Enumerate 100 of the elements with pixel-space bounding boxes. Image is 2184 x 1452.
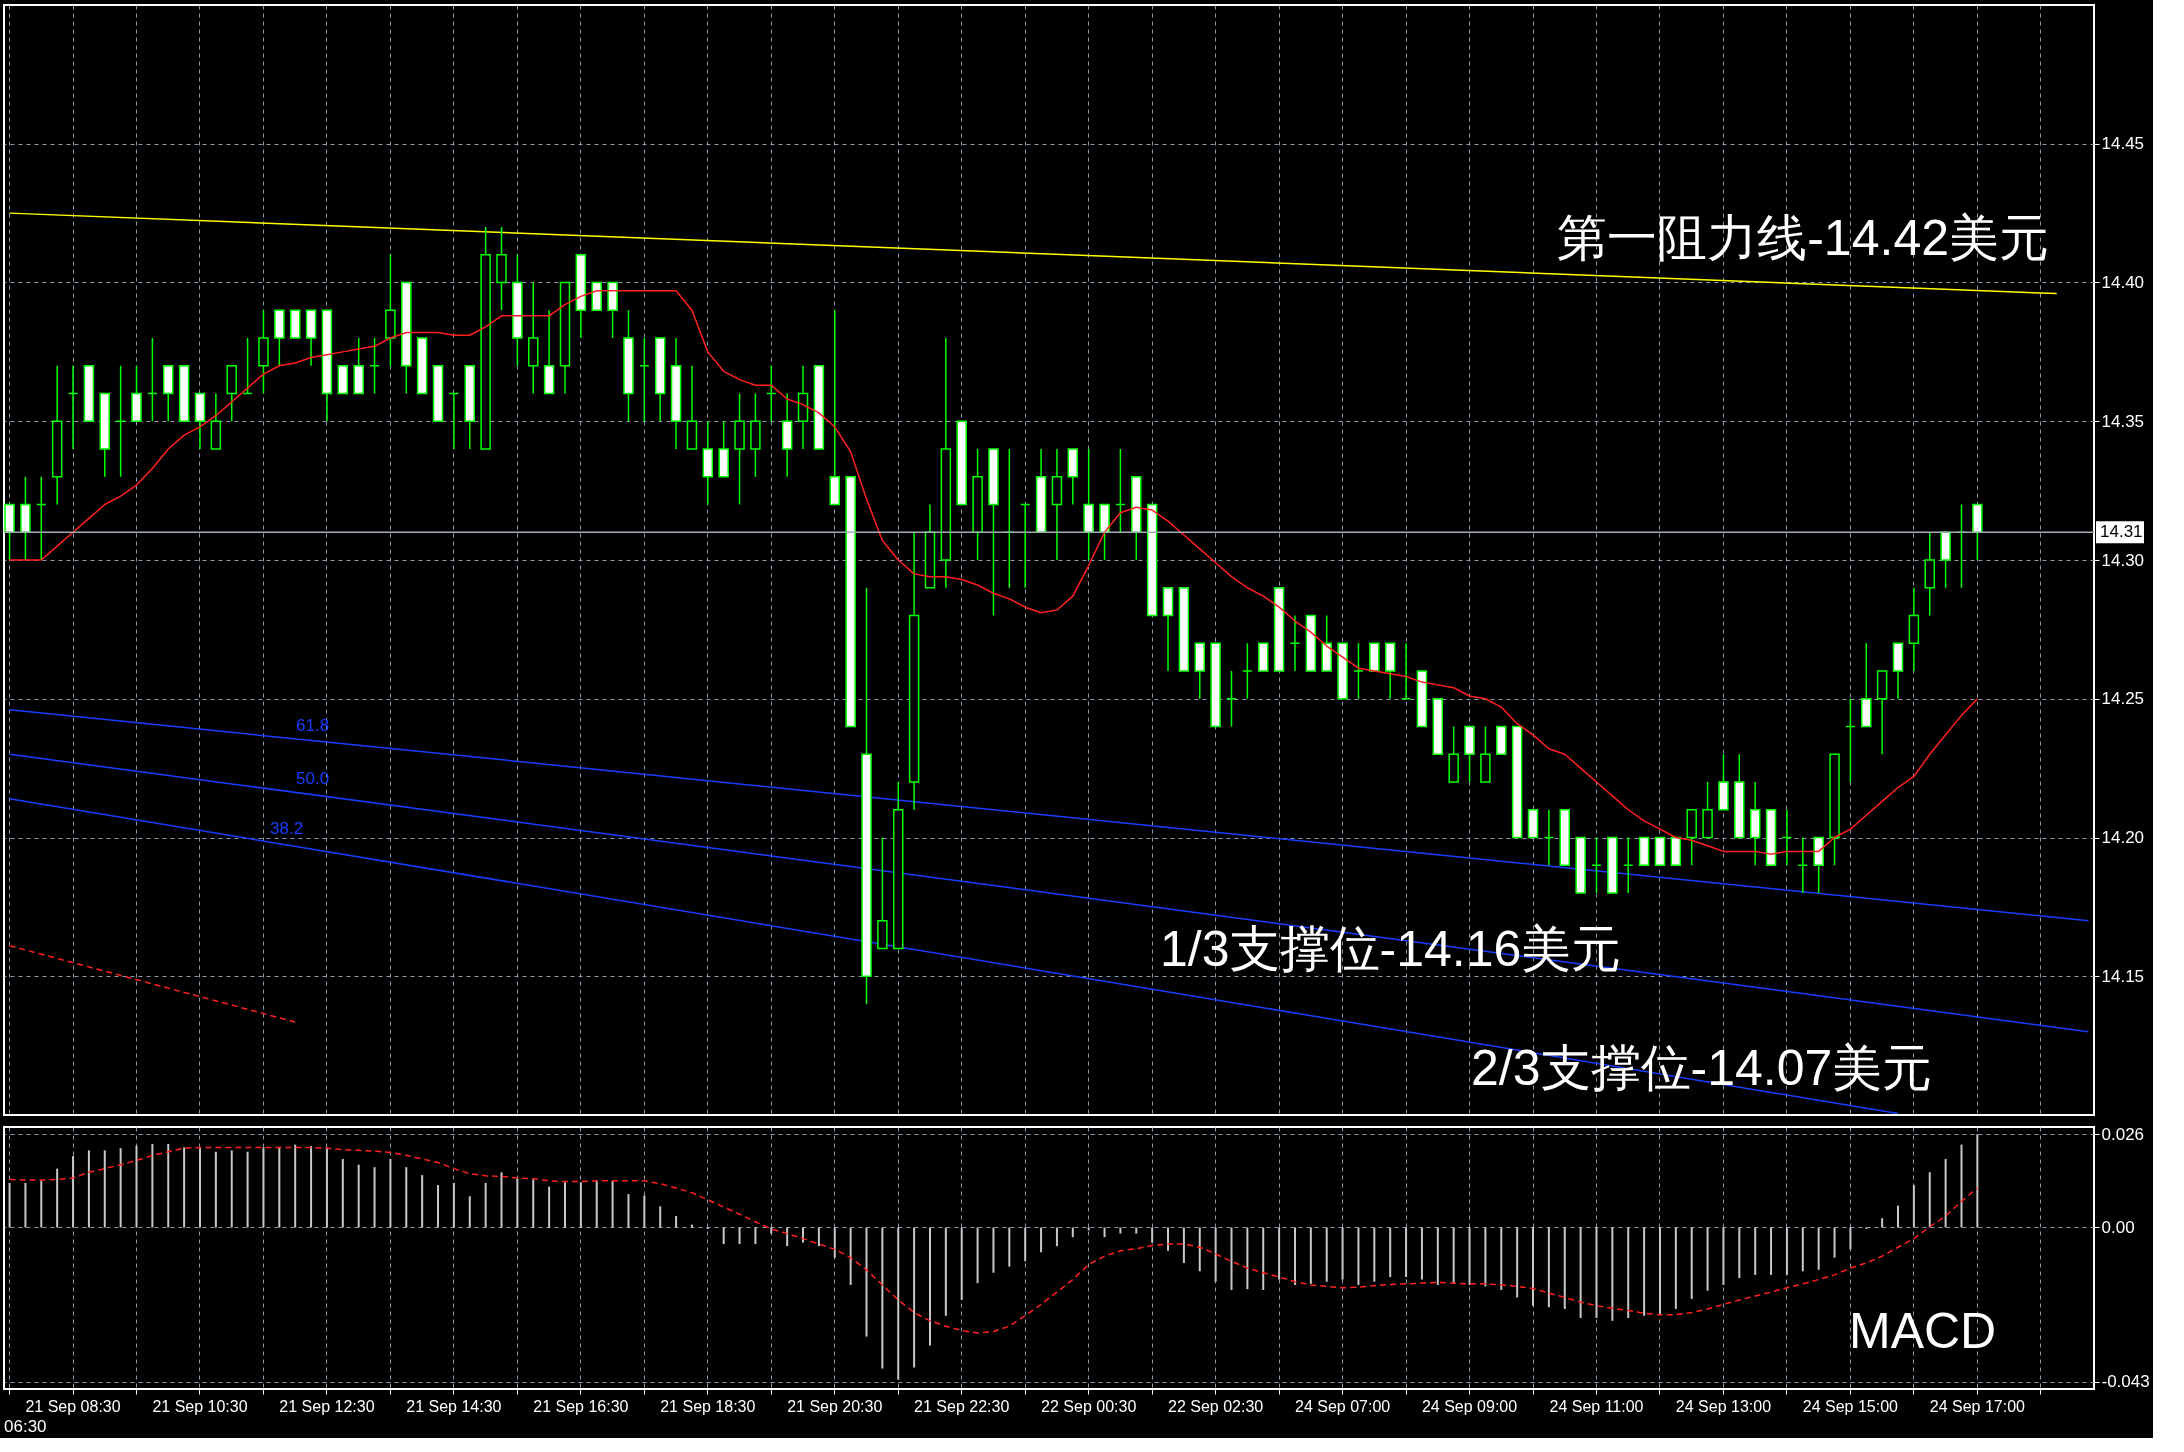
bar	[24, 1182, 27, 1228]
bar	[1674, 1227, 1677, 1309]
bar	[1801, 1227, 1804, 1272]
ref-line-label: 14.31	[2100, 522, 2143, 542]
bar	[1595, 1227, 1598, 1318]
bar	[1833, 1227, 1836, 1258]
bar	[1230, 1227, 1233, 1290]
bar	[1960, 1144, 1963, 1228]
bar	[1071, 1227, 1074, 1238]
bar	[1912, 1185, 1915, 1228]
bar	[1341, 1227, 1344, 1280]
bar	[1405, 1227, 1408, 1278]
bar	[1182, 1227, 1185, 1264]
bar	[1452, 1227, 1455, 1284]
bar	[1817, 1227, 1820, 1270]
bar	[1770, 1227, 1773, 1275]
bar	[1643, 1227, 1646, 1316]
bar	[389, 1158, 392, 1228]
bar	[310, 1146, 313, 1228]
bar	[1135, 1227, 1138, 1234]
bar	[8, 1182, 11, 1228]
y-tick-label: 0.026	[2101, 1124, 2145, 1144]
bar	[659, 1206, 662, 1228]
bar	[1547, 1227, 1550, 1308]
bar	[1849, 1227, 1852, 1250]
bar	[1293, 1227, 1296, 1285]
bar	[72, 1156, 75, 1228]
x-tick-label: 21 Sep 14:30	[406, 1397, 502, 1415]
bar	[246, 1151, 249, 1228]
bar	[484, 1182, 487, 1228]
bar	[754, 1227, 757, 1244]
y-tick-label: 14.30	[2101, 550, 2145, 570]
y-tick-label: 0.00	[2101, 1217, 2135, 1237]
y-tick-label: 14.35	[2101, 411, 2145, 431]
bar	[786, 1227, 789, 1247]
bar	[516, 1177, 519, 1228]
bar	[881, 1227, 884, 1369]
bar	[627, 1194, 630, 1228]
bar	[897, 1227, 900, 1380]
x-tick-label: 21 Sep 18:30	[660, 1397, 756, 1415]
bar	[563, 1182, 566, 1228]
bar	[548, 1186, 551, 1228]
x-tick-label: 21 Sep 22:30	[914, 1397, 1010, 1415]
bar	[1579, 1227, 1582, 1318]
bar	[325, 1147, 328, 1228]
bar	[1357, 1227, 1360, 1285]
bar	[849, 1227, 852, 1285]
bar	[1897, 1205, 1900, 1228]
bar	[1690, 1227, 1693, 1299]
bar	[1420, 1227, 1423, 1280]
bar	[960, 1227, 963, 1300]
bar	[1928, 1172, 1931, 1228]
bar	[405, 1167, 408, 1228]
bar	[738, 1227, 741, 1244]
bar	[1151, 1227, 1154, 1243]
bar	[817, 1227, 820, 1247]
x-tick-label: 21 Sep 08:30	[25, 1397, 121, 1415]
bar	[230, 1150, 233, 1228]
bar	[1516, 1227, 1519, 1298]
bar	[1214, 1227, 1217, 1282]
bar	[1500, 1227, 1503, 1290]
line-series	[8, 290, 1979, 855]
bar	[214, 1151, 217, 1228]
bar	[357, 1164, 360, 1228]
bar	[1658, 1227, 1661, 1314]
bar	[1611, 1227, 1614, 1321]
bar	[452, 1182, 455, 1228]
x-tick-label: 21 Sep 10:30	[152, 1397, 248, 1415]
bar	[87, 1150, 90, 1228]
bar	[1198, 1227, 1201, 1272]
bar	[1389, 1227, 1392, 1278]
bar	[643, 1195, 646, 1228]
bar	[1468, 1227, 1471, 1285]
bar	[1436, 1227, 1439, 1285]
bar	[1309, 1227, 1312, 1284]
bar	[278, 1147, 281, 1228]
bar	[992, 1227, 995, 1273]
bar	[1944, 1158, 1947, 1228]
bar	[770, 1227, 773, 1234]
bar	[1881, 1218, 1884, 1228]
bar	[595, 1180, 598, 1228]
bar	[1373, 1227, 1376, 1282]
x-tick-label: 24 Sep 11:00	[1549, 1397, 1644, 1415]
bar	[675, 1216, 678, 1228]
bar	[1754, 1227, 1757, 1275]
bar	[579, 1182, 582, 1228]
bar	[341, 1158, 344, 1228]
bar	[468, 1196, 471, 1228]
bar	[1532, 1227, 1535, 1306]
bar	[40, 1180, 43, 1228]
y-tick-label: 14.40	[2101, 273, 2145, 292]
bar	[1706, 1227, 1709, 1291]
bar	[1484, 1227, 1487, 1287]
bar	[976, 1227, 979, 1284]
bar	[865, 1227, 868, 1337]
bar	[198, 1148, 201, 1228]
bar	[1627, 1227, 1630, 1318]
bar	[913, 1227, 916, 1368]
bar	[722, 1227, 725, 1244]
text: MACD	[1849, 1303, 1997, 1359]
